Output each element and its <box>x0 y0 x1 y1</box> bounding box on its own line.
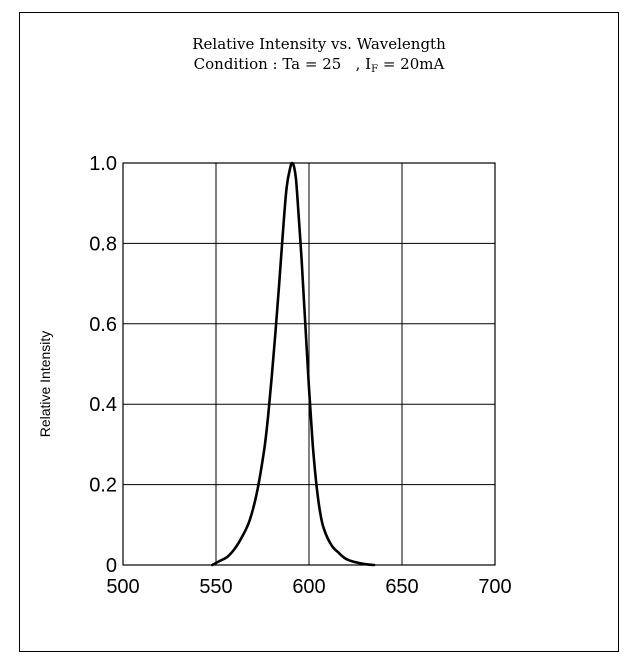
y-tick-label-0.2: 0.2 <box>89 475 117 497</box>
chart-title-block: Relative Intensity vs. Wavelength Condit… <box>0 34 638 80</box>
subtitle-current-value: = 20mA <box>378 55 445 73</box>
y-tick-label-0.8: 0.8 <box>89 233 117 255</box>
y-tick-label-0.6: 0.6 <box>89 314 117 336</box>
y-tick-label-0.4: 0.4 <box>89 394 117 416</box>
chart-frame <box>19 12 619 652</box>
y-axis-label: Relative Intensity <box>37 331 53 438</box>
tick-labels: 500 550 600 650 700 0 0.2 0.4 0.6 0.8 1.0 <box>89 153 512 598</box>
series-line-0 <box>211 161 376 567</box>
x-tick-label-500: 500 <box>106 576 139 598</box>
chart-subtitle: Condition : Ta = 25 , IF = 20mA <box>0 54 638 80</box>
y-tick-label-0: 0 <box>106 555 117 577</box>
subtitle-current-label: , I <box>355 55 372 73</box>
y-tick-label-1.0: 1.0 <box>89 153 117 175</box>
x-tick-label-600: 600 <box>292 576 325 598</box>
x-tick-label-700: 700 <box>478 576 511 598</box>
subtitle-condition: Condition : Ta = 25 <box>193 55 342 73</box>
grid <box>122 162 496 566</box>
x-tick-label-550: 550 <box>199 576 232 598</box>
subtitle-current-subscript: F <box>371 64 379 75</box>
x-tick-label-650: 650 <box>385 576 418 598</box>
chart-title: Relative Intensity vs. Wavelength <box>192 35 446 53</box>
series-layer <box>211 161 376 567</box>
